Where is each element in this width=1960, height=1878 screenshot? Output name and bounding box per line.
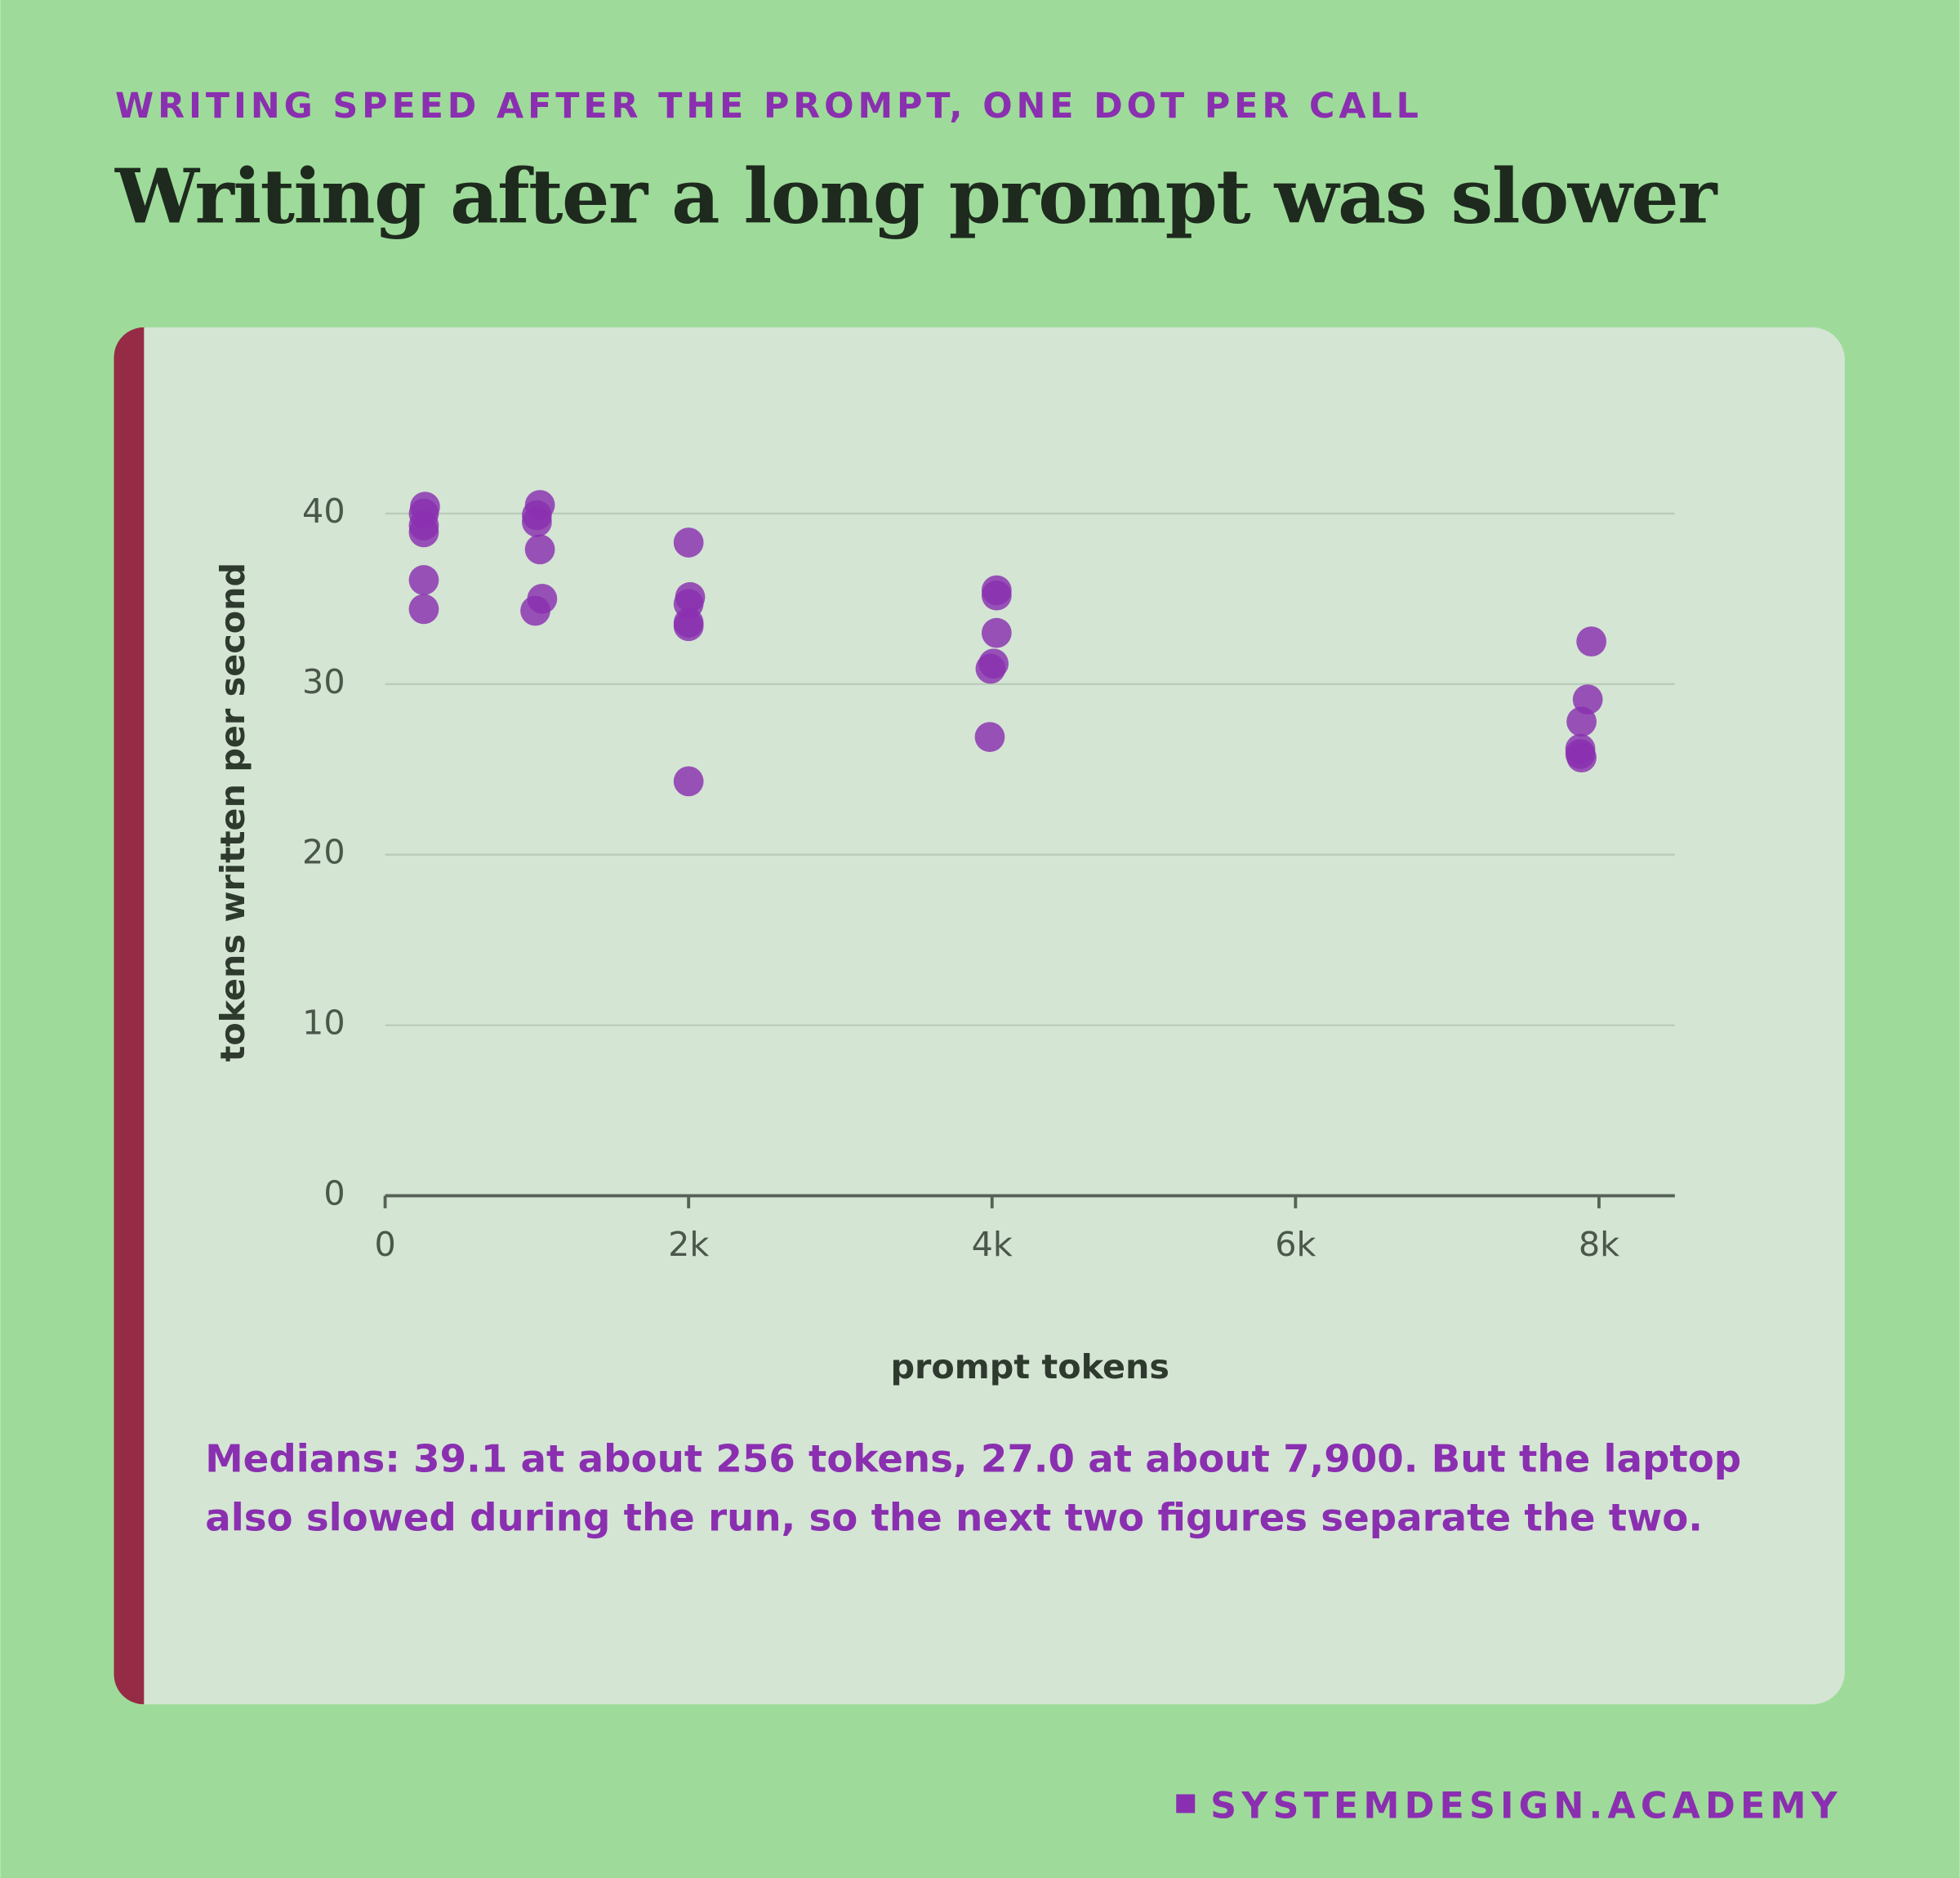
dot	[520, 595, 550, 626]
dot	[1566, 706, 1597, 737]
dot	[408, 594, 439, 625]
dot	[673, 611, 704, 642]
dot	[524, 534, 555, 565]
footer-icon	[1176, 1794, 1196, 1813]
x-tick-label: 0	[374, 1225, 395, 1264]
x-tick-label: 4k	[972, 1225, 1013, 1264]
card-accent-bar	[114, 327, 145, 1704]
kicker: WRITING SPEED AFTER THE PROMPT, ONE DOT …	[115, 86, 1423, 127]
dot	[981, 617, 1012, 648]
dot	[975, 653, 1006, 684]
x-tick-label: 2k	[668, 1225, 709, 1264]
caption: Medians: 39.1 at about 256 tokens, 27.0 …	[205, 1438, 1742, 1541]
y-tick-label: 20	[302, 833, 345, 872]
dot	[673, 527, 704, 558]
dot	[981, 580, 1012, 611]
dot	[974, 722, 1005, 752]
card	[114, 327, 1845, 1705]
dot	[1566, 742, 1597, 773]
x-axis-label: prompt tokens	[890, 1347, 1169, 1386]
x-tick-label: 8k	[1579, 1225, 1619, 1264]
dot	[1576, 626, 1607, 656]
x-tick-label: 6k	[1275, 1225, 1316, 1264]
y-tick-label: 40	[302, 492, 345, 531]
y-tick-label: 10	[302, 1004, 345, 1043]
chart-title: Writing after a long prompt was slower	[114, 152, 1718, 240]
footer-brand: SYSTEMDESIGN.ACADEMY	[1210, 1786, 1842, 1827]
dot	[522, 507, 552, 537]
y-tick-label: 0	[323, 1173, 345, 1213]
caption-box: Medians: 39.1 at about 256 tokens, 27.0 …	[205, 1438, 1742, 1541]
y-axis-label: tokens written per second	[213, 563, 252, 1061]
dot	[673, 766, 704, 797]
plot: 0 10 20 30 40 0 2k 4k 6k 8k	[302, 490, 1675, 1264]
y-tick-label: 30	[302, 662, 345, 701]
dot	[408, 517, 439, 548]
dot	[408, 565, 439, 595]
